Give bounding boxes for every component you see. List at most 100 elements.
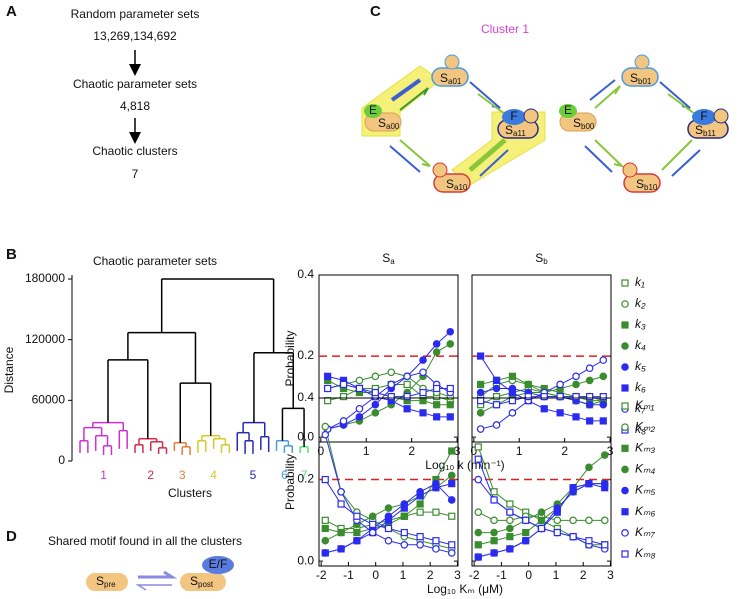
cluster-label: 3: [179, 468, 186, 482]
plot-frame: [318, 397, 459, 567]
x-tick-label: 1: [553, 568, 560, 582]
marker: [371, 400, 380, 409]
marker: [447, 496, 456, 504]
marker: [433, 413, 441, 421]
panel-label: A: [6, 3, 17, 20]
marker: [586, 417, 594, 425]
label-sub: b01: [638, 77, 652, 86]
marker: [524, 380, 532, 389]
label-sub: b10: [644, 183, 658, 192]
marker: [601, 541, 609, 549]
marker: [621, 384, 629, 392]
marker: [387, 380, 396, 389]
node-label: Sb01: [630, 71, 652, 86]
marker: [492, 376, 501, 384]
y-tick-label: 0.4: [297, 390, 314, 404]
chart-title: Sa: [382, 251, 395, 266]
label-sub: a10: [454, 183, 468, 192]
x-tick-label: 0: [317, 444, 324, 458]
marker: [416, 540, 424, 549]
marker: [403, 405, 411, 413]
legend-label: k₃: [635, 317, 646, 331]
marker: [400, 504, 408, 512]
marker: [537, 516, 546, 524]
marker: [508, 409, 517, 417]
marker: [384, 524, 393, 533]
marker: [540, 393, 548, 401]
x-tick-label: 1: [516, 444, 523, 458]
substrate: [86, 573, 128, 591]
x-tick-label: 0: [470, 444, 477, 458]
node: Sa10: [432, 162, 471, 193]
marker: [368, 512, 377, 521]
legend-label: Kₘ₃: [635, 440, 655, 454]
marker: [569, 484, 577, 492]
marker: [585, 537, 593, 545]
label-main: S: [446, 177, 454, 191]
marker: [476, 425, 485, 433]
marker: [432, 484, 440, 492]
marker: [416, 508, 424, 516]
marker: [522, 516, 530, 524]
marker: [416, 500, 424, 508]
marker: [621, 508, 629, 516]
marker: [339, 417, 348, 425]
chart-title: Sb: [535, 251, 548, 266]
label-sub: pre: [104, 580, 116, 589]
marker: [476, 388, 485, 397]
legend-label: Kₘ₇: [635, 525, 655, 539]
marker: [506, 524, 514, 533]
marker: [403, 380, 411, 389]
marker: [621, 529, 629, 537]
marker: [599, 356, 608, 364]
marker: [599, 372, 608, 381]
title-main: S: [382, 251, 390, 265]
x-tick-label: 2: [408, 444, 415, 458]
x-axis-label: Log₁₀ k (min⁻¹): [425, 458, 504, 472]
y-tick-label: 0.2: [297, 348, 314, 362]
marker: [586, 393, 594, 401]
marker: [621, 321, 629, 329]
enzyme: [202, 556, 234, 574]
marker: [337, 545, 345, 553]
x-tick-label: -2: [469, 568, 480, 582]
marker: [490, 496, 498, 504]
label-main: S: [573, 116, 581, 130]
marker: [556, 409, 564, 417]
marker: [506, 508, 514, 516]
marker: [355, 413, 364, 421]
legend-label: k₄: [635, 338, 646, 352]
marker: [490, 516, 498, 525]
cluster-label: 2: [147, 468, 154, 482]
marker: [432, 537, 440, 545]
phospho: [713, 108, 729, 124]
motif-title: Shared motif found in all the clusters: [48, 534, 242, 548]
phospho: [432, 162, 448, 178]
marker: [474, 443, 482, 451]
marker: [416, 492, 424, 500]
flow-count: 7: [132, 167, 139, 181]
marker: [506, 545, 514, 553]
enzyme: [364, 104, 382, 118]
panel-label: B: [6, 246, 17, 263]
legend-label: k₇: [635, 401, 646, 415]
motif: Shared motif found in all the clusters S…: [48, 534, 242, 591]
marker: [337, 528, 345, 537]
marker: [432, 545, 440, 553]
title-sub: b: [543, 257, 548, 266]
flow-count: 13,269,134,692: [93, 29, 177, 43]
arrow: [138, 570, 178, 579]
legend-label: k₈: [635, 422, 646, 436]
marker: [600, 516, 609, 525]
marker: [506, 516, 514, 525]
marker: [448, 480, 456, 488]
marker: [448, 447, 456, 455]
enzyme: [502, 109, 526, 125]
label-main: S: [505, 123, 513, 137]
marker: [476, 409, 485, 417]
marker: [446, 401, 454, 409]
marker: [585, 364, 594, 373]
marker: [353, 537, 361, 545]
panel-label: C: [370, 3, 381, 20]
label-main: S: [440, 71, 448, 85]
